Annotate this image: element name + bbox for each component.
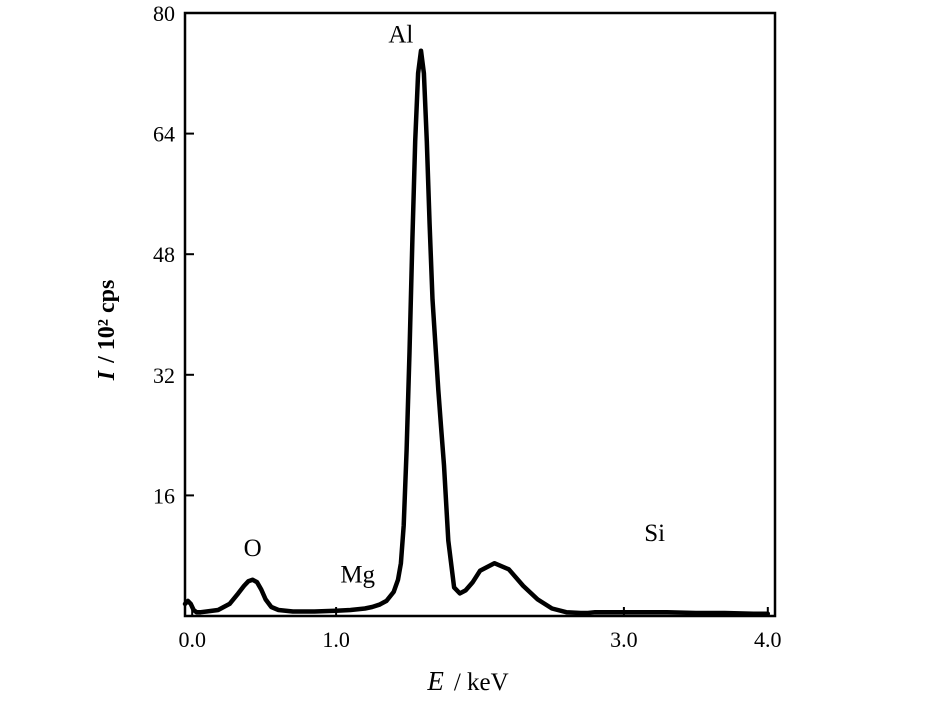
x-axis-symbol: E — [426, 666, 444, 696]
svg-text:I / 10² cps: I / 10² cps — [94, 280, 120, 382]
plot-frame — [183, 11, 777, 618]
series-layer — [182, 48, 771, 616]
x-tick-label: 3.0 — [610, 627, 638, 652]
x-axis-unit: / keV — [454, 669, 509, 696]
peak-label-si: Si — [644, 520, 665, 547]
y-tick-label: 64 — [153, 122, 175, 147]
x-axis-title: E / keV — [426, 666, 508, 696]
y-tick-label: 16 — [153, 483, 175, 508]
y-tick-label: 80 — [153, 1, 175, 26]
peak-label-al: Al — [388, 22, 413, 49]
y-axis-title: I / 10² cps — [94, 280, 120, 382]
y-tick-label: 32 — [153, 363, 175, 388]
spectrum-line — [182, 48, 771, 616]
y-axis-symbol: I — [94, 369, 120, 381]
peak-annotations: O Mg Al Si — [244, 22, 666, 589]
x-tick-label: 0.0 — [178, 627, 206, 652]
y-axis-ticks: 16 32 48 64 80 — [153, 1, 194, 508]
peak-label-o: O — [244, 535, 262, 562]
x-axis-ticks: 0.0 1.0 3.0 4.0 — [178, 607, 782, 652]
y-tick-label: 48 — [153, 242, 175, 267]
y-axis-unit: / 10² cps — [94, 280, 120, 364]
x-tick-label: 1.0 — [322, 627, 350, 652]
x-tick-label: 4.0 — [754, 627, 782, 652]
peak-label-mg: Mg — [340, 562, 375, 589]
